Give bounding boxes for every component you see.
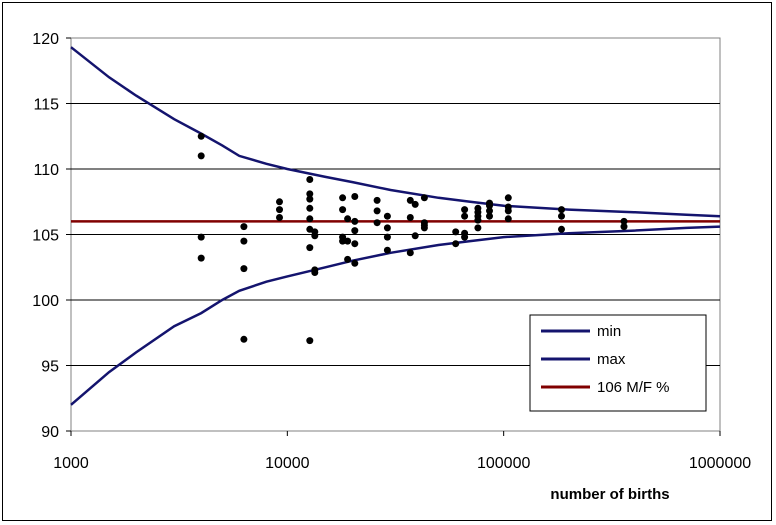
data-point [311, 269, 319, 276]
series-lines [70, 46, 721, 406]
x-tick-label: 10000 [265, 455, 310, 472]
data-point [558, 212, 565, 220]
legend: min max 106 M/F % [529, 314, 707, 412]
data-point [461, 233, 469, 241]
x-tick-label: 100000 [477, 455, 530, 472]
data-point [474, 216, 482, 224]
data-point [486, 202, 493, 210]
data-point [474, 224, 482, 232]
data-point [339, 194, 347, 202]
data-point [344, 237, 352, 245]
x-axis-ticks: 1000 10000 100000 1000000 [53, 431, 751, 472]
y-tick-label: 90 [41, 424, 59, 441]
y-tick-label: 95 [41, 359, 59, 376]
data-point [383, 233, 391, 241]
data-point [504, 194, 512, 202]
data-point [306, 337, 314, 345]
data-point [197, 233, 205, 241]
data-point [351, 259, 359, 267]
data-point [240, 237, 248, 245]
data-point [373, 219, 381, 227]
legend-label: max [597, 351, 626, 368]
data-point [452, 228, 460, 236]
y-tick-label: 105 [32, 228, 59, 245]
data-point [558, 206, 565, 214]
data-point [351, 193, 359, 200]
data-point [339, 206, 347, 214]
data-point [311, 232, 319, 240]
data-point [486, 207, 493, 215]
data-point [383, 246, 391, 254]
data-point [240, 223, 248, 231]
data-point [461, 212, 469, 220]
legend-label: 106 M/F % [597, 379, 670, 396]
data-point [344, 215, 352, 223]
y-tick-label: 120 [32, 31, 59, 48]
data-point [306, 195, 314, 203]
data-point [240, 335, 248, 343]
data-point [420, 221, 428, 229]
data-point [197, 152, 205, 160]
data-point [197, 132, 205, 140]
data-point [344, 255, 352, 263]
x-axis-title: number of births [550, 486, 669, 503]
data-point [504, 215, 512, 223]
data-point [276, 198, 283, 206]
data-point [351, 217, 359, 225]
data-point [339, 237, 347, 245]
data-point [373, 207, 381, 215]
data-point [620, 223, 628, 231]
data-point [306, 204, 314, 212]
data-point [383, 212, 391, 220]
data-point [306, 190, 314, 198]
data-point [276, 206, 283, 214]
data-point [504, 207, 512, 215]
data-point [411, 232, 419, 240]
series-line-min [70, 225, 721, 406]
x-tick-label: 1000000 [689, 455, 751, 472]
data-point [306, 244, 314, 252]
series-line-max [70, 46, 721, 218]
data-point [306, 215, 314, 223]
y-tick-label: 115 [33, 97, 59, 114]
data-point [240, 265, 248, 273]
data-point [306, 176, 314, 183]
data-point [420, 194, 428, 202]
legend-label: min [597, 323, 621, 340]
data-point [461, 206, 469, 214]
data-point [406, 196, 414, 204]
x-tick-label: 1000 [53, 455, 89, 472]
data-points [197, 132, 628, 345]
data-point [351, 240, 359, 248]
data-point [373, 196, 381, 204]
data-point [197, 254, 205, 262]
data-point [276, 214, 283, 221]
y-axis-ticks: 90 95 100 105 110 115 120 [32, 31, 71, 441]
y-tick-label: 100 [32, 293, 59, 310]
data-point [351, 227, 359, 235]
data-point [452, 240, 460, 248]
data-point [486, 212, 493, 220]
data-point [383, 224, 391, 232]
y-tick-label: 110 [33, 162, 59, 179]
data-point [411, 200, 419, 208]
gridlines [71, 103, 720, 366]
data-point [620, 217, 628, 225]
data-point [406, 214, 414, 221]
data-point [558, 225, 565, 233]
data-point [406, 249, 414, 257]
